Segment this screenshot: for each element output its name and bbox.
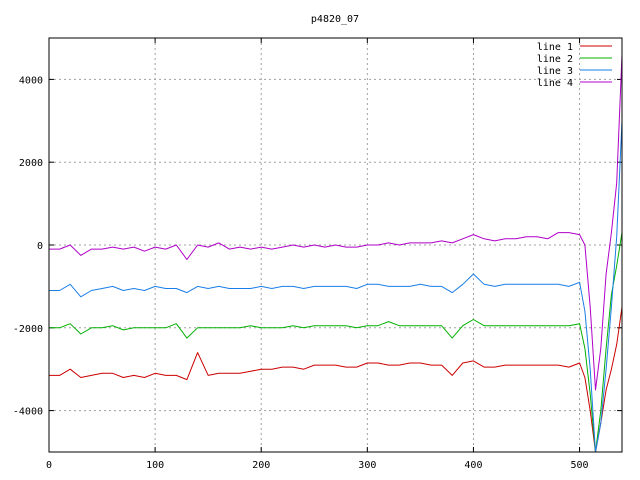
legend-label: line 4	[537, 78, 573, 89]
legend-label: line 1	[537, 42, 573, 53]
y-tick-label: -2000	[13, 324, 43, 335]
y-tick-label: 0	[37, 241, 43, 252]
axes: -4000 -2000 0 2000 4000 0 100 200 300 400 500	[13, 38, 622, 471]
series-group	[49, 54, 622, 452]
y-tick-label: -4000	[13, 407, 43, 418]
plot-frame	[48, 37, 623, 453]
x-tick-label: 300	[358, 460, 376, 471]
x-tick-label: 400	[464, 460, 482, 471]
x-tick-label: 200	[252, 460, 270, 471]
chart-title: p4820_07	[311, 14, 359, 25]
legend-label: line 3	[537, 66, 573, 77]
series-line-2	[49, 232, 622, 452]
y-tick-label: 4000	[19, 75, 43, 86]
x-tick-label: 0	[46, 460, 52, 471]
y-tick-label: 2000	[19, 158, 43, 169]
x-tick-label: 100	[146, 460, 164, 471]
series-line-4	[49, 54, 622, 391]
series-line-1	[49, 307, 622, 452]
x-tick-label: 500	[571, 460, 589, 471]
legend-label: line 2	[537, 54, 573, 65]
series-line-3	[49, 120, 622, 452]
